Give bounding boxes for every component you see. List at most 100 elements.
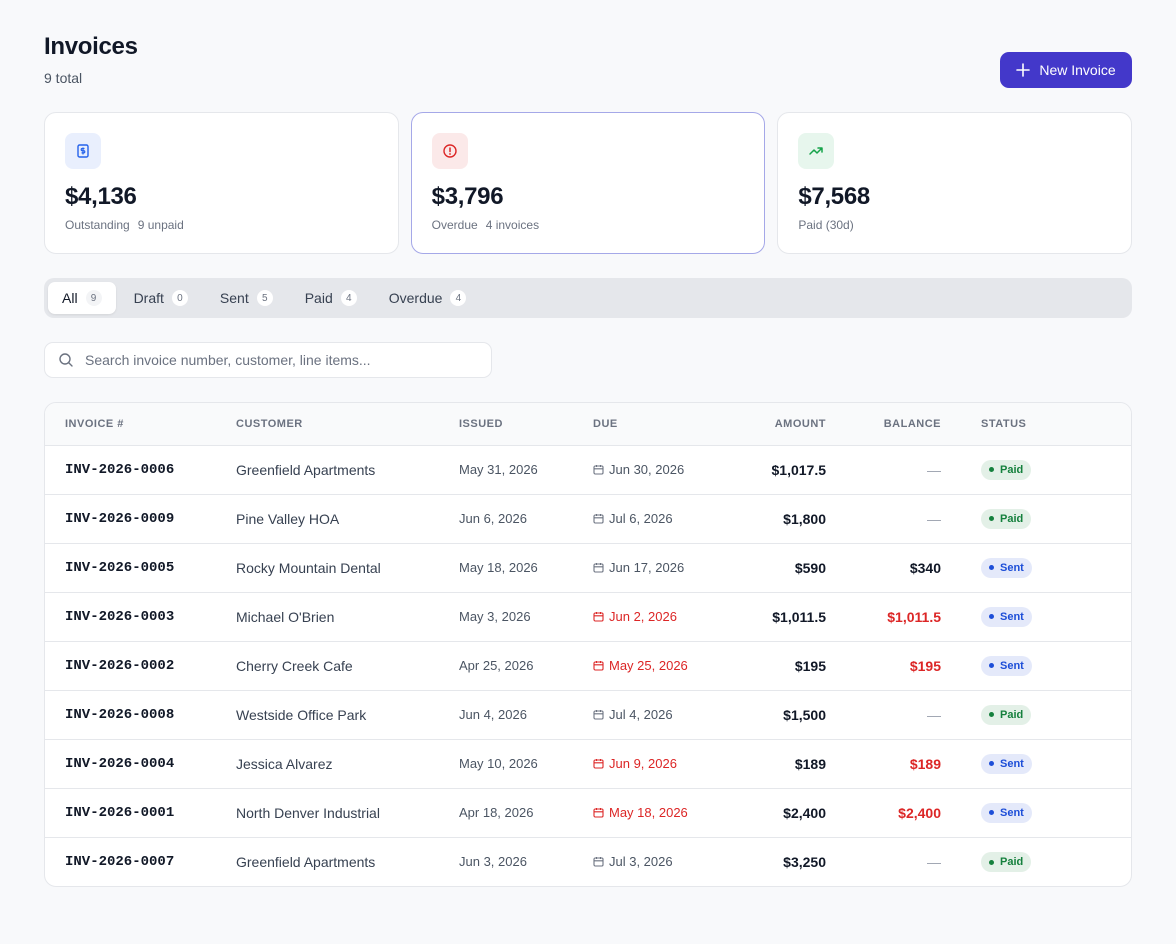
- summary-card: $7,568 Paid (30d): [777, 112, 1133, 254]
- new-invoice-button[interactable]: New Invoice: [1000, 52, 1132, 88]
- due-date: Jul 4, 2026: [609, 706, 673, 722]
- filter-tab[interactable]: All 9: [48, 282, 116, 314]
- customer: Michael O'Brien: [216, 592, 439, 642]
- tab-count: 4: [340, 290, 357, 306]
- status-label: Paid: [1000, 512, 1024, 525]
- status-cell: Sent: [961, 739, 1131, 789]
- status-badge: Paid: [981, 852, 1032, 872]
- amount: $2,400: [720, 788, 846, 838]
- amount: $1,011.5: [720, 592, 846, 642]
- customer: North Denver Industrial: [216, 788, 439, 838]
- tab-label: Paid: [304, 290, 333, 306]
- invoice-row[interactable]: INV-2026-0002 Cherry Creek Cafe Apr 25, 20…: [45, 641, 1131, 691]
- due-date: Jun 17, 2026: [609, 559, 685, 575]
- column-header: AMOUNT: [720, 403, 846, 446]
- balance: $340: [846, 543, 961, 593]
- invoice-number: INV-2026-0002: [45, 641, 216, 691]
- calendar-icon: [593, 562, 604, 573]
- invoice-row[interactable]: INV-2026-0005 Rocky Mountain Dental May 18…: [45, 543, 1131, 593]
- invoice-row[interactable]: INV-2026-0003 Michael O'Brien May 3, 2026 J…: [45, 592, 1131, 642]
- card-detail: 4 invoices: [485, 218, 540, 232]
- invoice-row[interactable]: INV-2026-0006 Greenfield Apartments May 31…: [45, 445, 1131, 495]
- status-dot: [989, 712, 994, 718]
- due-cell: Jun 17, 2026: [573, 543, 720, 593]
- invoice-row[interactable]: INV-2026-0007 Greenfield Apartments Jun 3,…: [45, 837, 1131, 886]
- due-wrap: Jun 17, 2026: [593, 560, 684, 575]
- invoice-number: INV-2026-0003: [45, 592, 216, 642]
- balance: —: [846, 445, 961, 495]
- summary-card: $3,796 Overdue 4 invoices: [410, 112, 766, 254]
- balance: $2,400: [846, 788, 961, 838]
- status-badge: Paid: [981, 508, 1032, 529]
- issued-date: May 18, 2026: [439, 543, 573, 593]
- status-badge: Sent: [981, 802, 1032, 823]
- due-wrap: May 25, 2026: [593, 658, 688, 673]
- due-date: Jun 9, 2026: [609, 755, 677, 771]
- calendar-icon: [593, 464, 604, 475]
- invoice-row[interactable]: INV-2026-0004 Jessica Alvarez May 10, 2026…: [45, 739, 1131, 789]
- status-dot: [989, 761, 994, 767]
- due-date: May 25, 2026: [609, 657, 688, 673]
- issued-date: Jun 3, 2026: [459, 854, 527, 870]
- column-header: DUE: [573, 403, 720, 446]
- due-wrap: Jul 6, 2026: [593, 511, 673, 526]
- tab-label: Sent: [219, 290, 249, 306]
- due-cell: Jun 9, 2026: [573, 739, 720, 789]
- due-wrap: Jun 30, 2026: [593, 462, 684, 477]
- tab-label: Draft: [133, 290, 164, 306]
- card-value: $7,568: [798, 183, 870, 210]
- status-label: Paid: [1000, 856, 1024, 868]
- card-label-row: Overdue 4 invoices: [432, 218, 539, 232]
- tab-count: 9: [85, 290, 102, 306]
- icon-glyph: [809, 147, 824, 155]
- issued-date: Apr 25, 2026: [439, 641, 573, 691]
- invoice-number: INV-2026-0005: [45, 543, 216, 593]
- card-value: $4,136: [65, 183, 137, 210]
- balance: $1,011.5: [846, 592, 961, 642]
- column-header: BALANCE: [846, 403, 961, 446]
- column-header: ISSUED: [439, 403, 573, 446]
- customer: Greenfield Apartments: [236, 853, 376, 870]
- due-cell: Jun 30, 2026: [573, 445, 720, 495]
- balance: $189: [846, 739, 961, 789]
- customer: Westside Office Park: [216, 690, 439, 740]
- due-cell: May 18, 2026: [573, 788, 720, 838]
- invoice-number: INV-2026-0009: [45, 494, 216, 544]
- invoice-row[interactable]: INV-2026-0001 North Denver Industrial Apr …: [45, 788, 1131, 838]
- plus-icon: [1016, 63, 1031, 77]
- status-label: Paid: [1000, 463, 1024, 476]
- customer: Rocky Mountain Dental: [216, 543, 439, 593]
- status-label: Sent: [1000, 659, 1024, 672]
- filter-tab[interactable]: Overdue 4: [375, 282, 481, 314]
- calendar-icon: [593, 709, 604, 720]
- column-header: INVOICE #: [45, 403, 216, 446]
- invoice-row[interactable]: INV-2026-0009 Pine Valley HOA Jun 6, 2026 J…: [45, 494, 1131, 544]
- invoice-number: INV-2026-0007: [65, 853, 175, 870]
- balance: —: [927, 853, 941, 870]
- search-box[interactable]: Search invoice number, customer, line it…: [44, 342, 492, 378]
- calendar-icon: [593, 856, 604, 867]
- status-dot: [989, 614, 994, 620]
- filter-tab[interactable]: Sent 5: [206, 282, 287, 314]
- due-date: Jul 3, 2026: [609, 853, 673, 869]
- invoice-row[interactable]: INV-2026-0008 Westside Office Park Jun 4, …: [45, 690, 1131, 740]
- due-cell: Jul 6, 2026: [573, 494, 720, 544]
- status-cell: Paid: [961, 445, 1131, 495]
- card-icon: [65, 133, 101, 169]
- balance: $195: [846, 641, 961, 691]
- customer: Cherry Creek Cafe: [216, 641, 439, 691]
- due-cell: Jul 3, 2026: [573, 837, 720, 886]
- filter-tab[interactable]: Draft 0: [120, 282, 202, 314]
- header-row: INVOICE # CUSTOMER ISSUED DUE AMOUNT BALANCE S…: [45, 403, 1131, 446]
- invoice-number: INV-2026-0006: [45, 445, 216, 495]
- due-date: Jul 6, 2026: [609, 510, 673, 526]
- status-label: Sent: [1000, 806, 1024, 819]
- due-cell: May 25, 2026: [573, 641, 720, 691]
- calendar-icon: [593, 611, 604, 622]
- search-placeholder: Search invoice number, customer, line it…: [85, 352, 371, 368]
- amount: $189: [720, 739, 846, 789]
- filter-tab[interactable]: Paid 4: [291, 282, 371, 314]
- status-cell: Paid: [961, 690, 1131, 740]
- amount: $195: [720, 641, 846, 691]
